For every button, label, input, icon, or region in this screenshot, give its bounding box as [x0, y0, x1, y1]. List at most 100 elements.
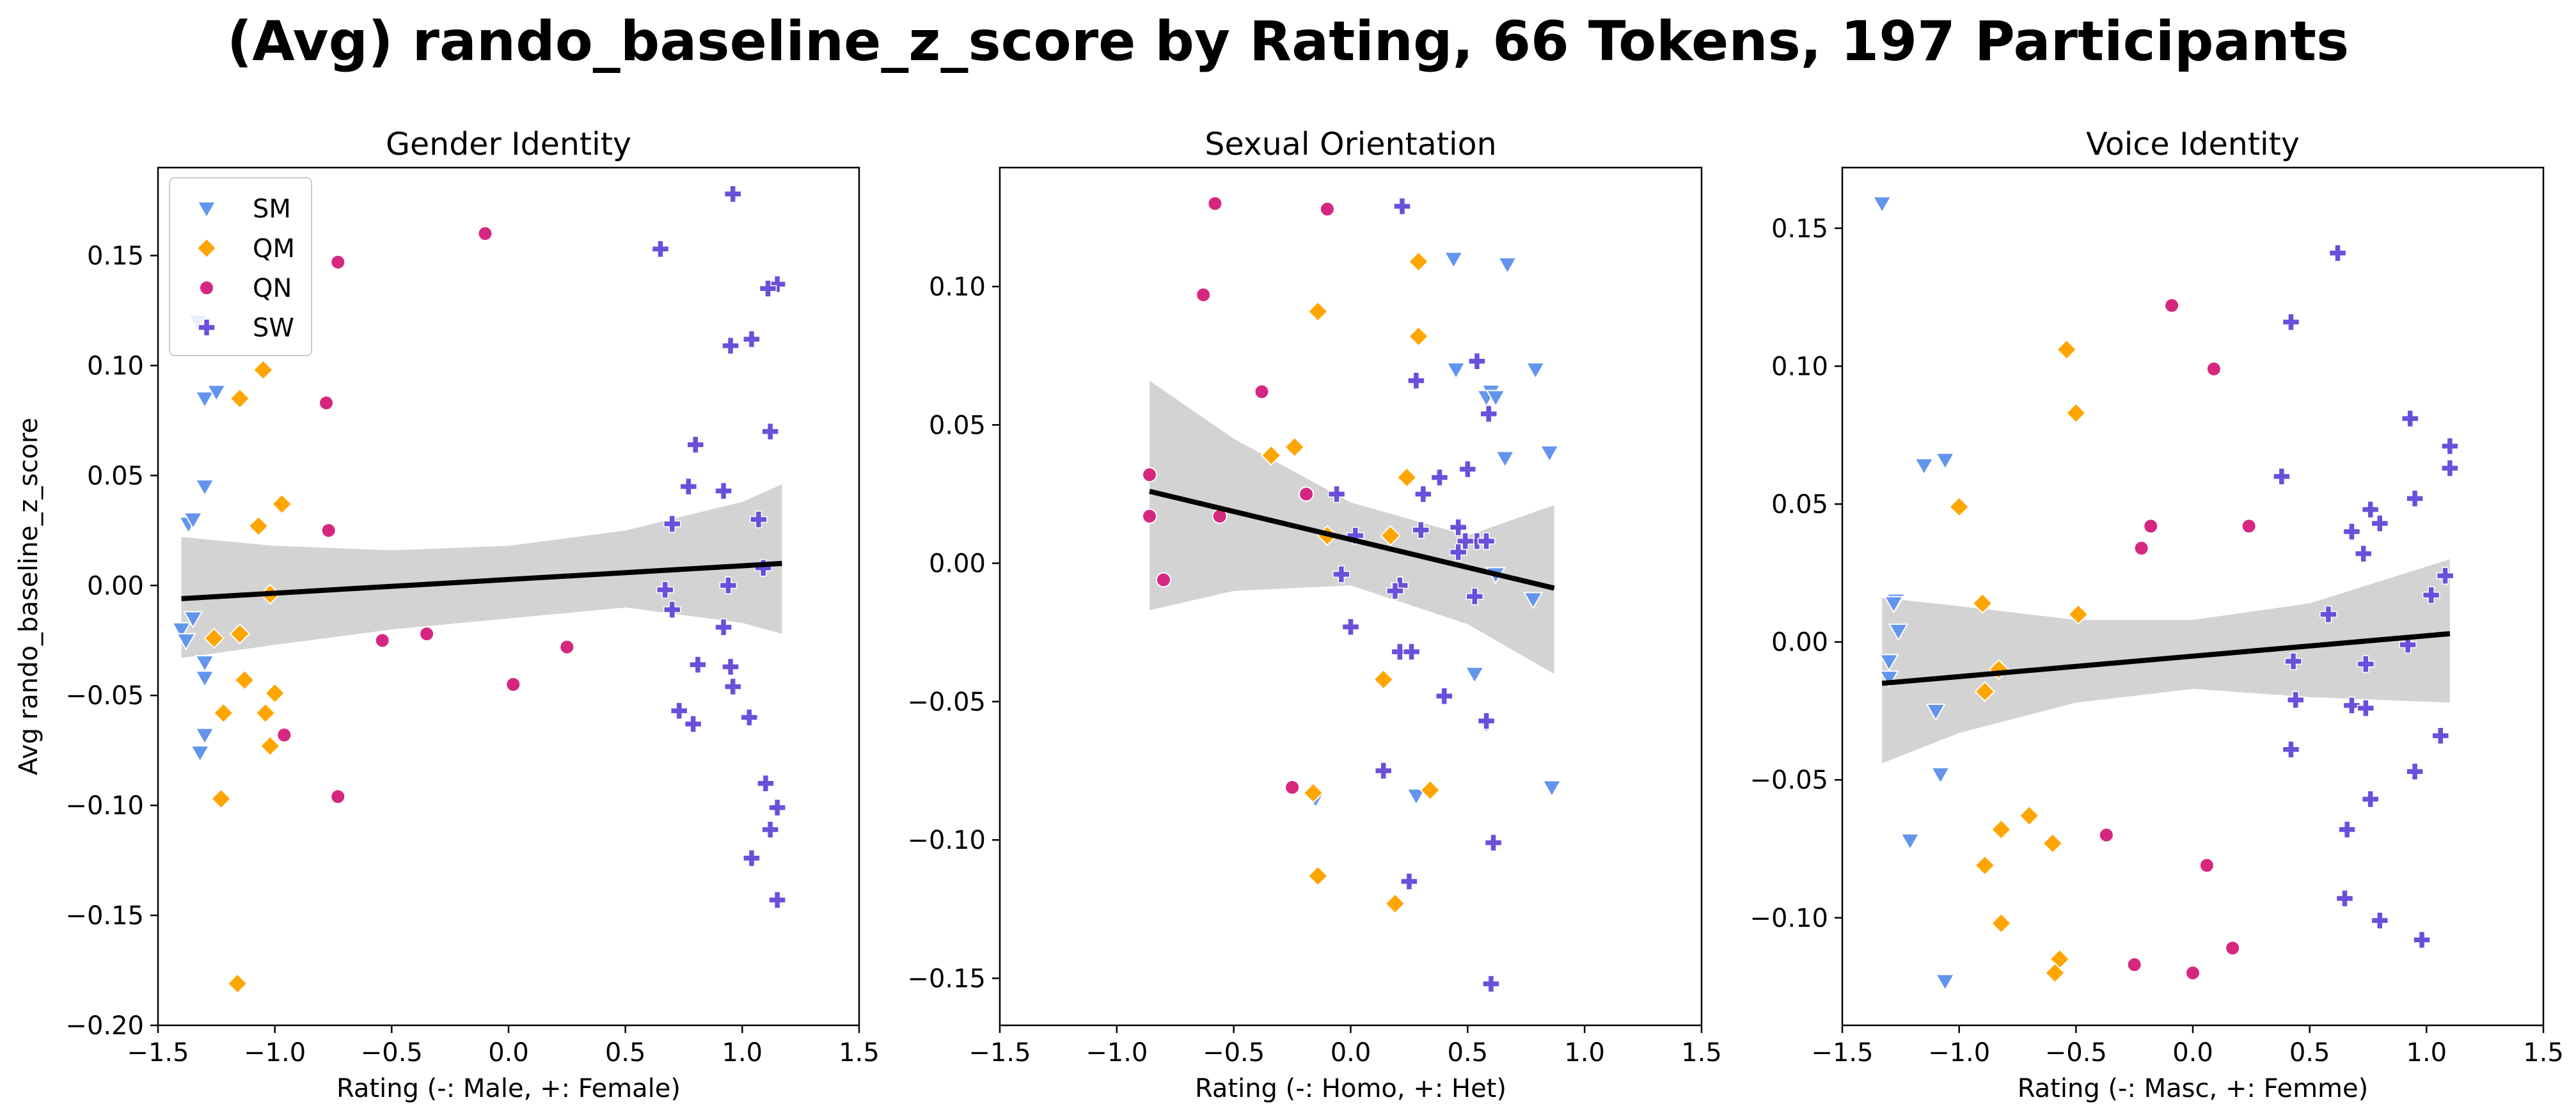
point-qn: [505, 677, 521, 693]
point-qn: [2143, 518, 2159, 534]
point-sw: [2357, 699, 2375, 717]
point-sm: [206, 384, 227, 402]
point-sm: [1888, 623, 1909, 642]
point-sw: [656, 581, 674, 599]
point-sw: [2371, 911, 2389, 929]
point-sw: [2335, 889, 2354, 908]
point-sw: [2406, 489, 2424, 508]
point-qn: [1284, 779, 1300, 795]
point-sm: [194, 655, 215, 673]
point-qn: [2185, 965, 2201, 981]
x-tick-label: −1.0: [1086, 1038, 1148, 1068]
point-qm: [1307, 301, 1329, 322]
y-tick-label: −0.20: [65, 1011, 144, 1041]
y-tick-label: 0.15: [87, 242, 144, 271]
point-sw: [2273, 468, 2291, 485]
point-sw: [2319, 605, 2337, 624]
point-sm: [1406, 788, 1426, 806]
point-sw: [719, 576, 738, 595]
point-qn: [1142, 509, 1158, 525]
point-qn: [477, 226, 493, 242]
point-qm: [1991, 819, 2012, 840]
point-qn: [1142, 467, 1158, 483]
point-sw: [2431, 727, 2449, 745]
point-qn: [320, 523, 336, 539]
panel-title: Gender Identity: [386, 126, 631, 162]
point-sw: [757, 775, 775, 793]
confidence-band: [1150, 381, 1554, 674]
point-qn: [2164, 297, 2180, 313]
point-sw: [1327, 485, 1346, 503]
point-sw: [743, 849, 761, 867]
x-tick-label: −1.5: [127, 1038, 189, 1068]
point-qm: [226, 973, 248, 995]
point-qn: [1155, 572, 1171, 588]
point-sw: [670, 702, 688, 720]
point-sm: [1879, 654, 1899, 672]
point-qm: [1974, 681, 1996, 702]
point-qn: [1299, 486, 1315, 502]
point-qm: [1302, 782, 1324, 804]
point-qm: [1284, 436, 1306, 458]
point-sw: [686, 436, 705, 454]
point-qm: [259, 735, 281, 757]
point-qn: [419, 626, 435, 642]
point-sw: [1458, 460, 1477, 478]
point-sw: [723, 677, 742, 696]
figure-title: (Avg) rando_baseline_z_score by Rating, …: [226, 10, 2350, 74]
point-qn: [2206, 361, 2222, 377]
point-sw: [1480, 405, 1497, 423]
regression-line: [1149, 489, 1555, 591]
x-tick-label: −1.0: [1928, 1038, 1990, 1068]
y-tick-label: 0.10: [87, 351, 144, 381]
point-sw: [2361, 500, 2380, 519]
point-sw: [1400, 872, 1418, 890]
point-sm: [1539, 445, 1560, 463]
point-qm: [252, 359, 274, 381]
y-tick-label: 0.05: [929, 411, 986, 440]
point-sw: [1347, 526, 1364, 545]
point-sw: [761, 821, 779, 839]
y-tick-label: 0.15: [1771, 214, 1828, 244]
x-tick-label: −1.5: [1811, 1038, 1873, 1068]
point-qm: [248, 516, 269, 537]
point-sw: [1407, 372, 1425, 390]
point-qn: [374, 633, 390, 649]
point-sm: [1522, 592, 1544, 610]
point-sw: [1402, 643, 1421, 661]
legend-qn-marker: [199, 280, 214, 296]
point-qn: [319, 395, 335, 411]
point-sw: [1449, 518, 1467, 537]
point-qm: [1260, 445, 1282, 466]
point-qn: [330, 254, 346, 270]
confidence-band: [1882, 559, 2450, 764]
y-tick-label: 0.10: [929, 272, 986, 302]
point-sw: [715, 618, 732, 636]
point-sw: [1449, 543, 1467, 562]
y-tick-label: −0.15: [907, 964, 986, 993]
point-sm: [1935, 974, 1956, 992]
point-qm: [2065, 402, 2087, 424]
x-tick-label: 1.5: [1681, 1038, 1722, 1068]
x-tick-label: 1.5: [2523, 1038, 2564, 1068]
x-tick-label: −0.5: [361, 1038, 423, 1068]
point-qm: [210, 788, 232, 810]
y-tick-label: −0.05: [907, 688, 986, 717]
point-sw: [2282, 741, 2300, 759]
point-sm: [1525, 362, 1546, 380]
point-qm: [271, 493, 293, 515]
point-sw: [1456, 532, 1474, 550]
point-qn: [1196, 287, 1212, 303]
point-qm: [2044, 962, 2066, 984]
x-tick-label: −1.0: [244, 1038, 306, 1068]
point-qn: [559, 639, 575, 655]
point-qm: [229, 388, 251, 409]
point-sw: [1435, 687, 1453, 705]
point-sw: [2401, 409, 2419, 428]
y-tick-label: −0.15: [65, 901, 144, 931]
legend-label: QN: [253, 274, 292, 303]
point-sm: [190, 745, 210, 763]
point-qm: [1948, 496, 1970, 517]
panel-voice-identity: −1.5 −1.0 −0.5 0.0 0.5 1.0 1.5 −0.10 −0.05 0.00 0.…: [1750, 126, 2563, 1103]
